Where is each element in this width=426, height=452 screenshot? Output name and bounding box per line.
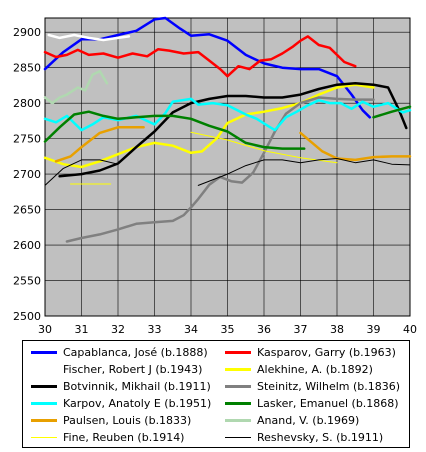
legend-item: Karpov, Anatoly E (b.1951) bbox=[31, 395, 211, 411]
legend-label: Steinitz, Wilhelm (b.1836) bbox=[257, 379, 401, 393]
x-tick-label: 32 bbox=[111, 323, 125, 336]
legend-label: Paulsen, Louis (b.1833) bbox=[63, 413, 192, 427]
y-tick-label: 2700 bbox=[13, 168, 41, 181]
legend-item: Reshevsky, S. (b.1911) bbox=[225, 429, 383, 445]
x-tick-label: 36 bbox=[257, 323, 271, 336]
legend-item: Kasparov, Garry (b.1963) bbox=[225, 344, 396, 360]
legend-item: Fischer, Robert J (b.1943) bbox=[31, 361, 202, 377]
y-tick-label: 2500 bbox=[13, 310, 41, 323]
y-tick-label: 2750 bbox=[13, 133, 41, 146]
y-axis-ticks: 2500 2550 2600 2650 2700 2750 2800 2850 2900 bbox=[13, 26, 41, 323]
series-line-karpov-anatoly-e-b-1951 bbox=[43, 97, 412, 132]
x-tick-label: 34 bbox=[184, 323, 198, 336]
legend-swatch bbox=[31, 401, 57, 405]
y-tick-label: 2600 bbox=[13, 239, 41, 252]
y-tick-label: 2900 bbox=[13, 26, 41, 39]
legend-label: Kasparov, Garry (b.1963) bbox=[257, 345, 396, 359]
series-line-lasker-emanuel-b-1868 bbox=[372, 105, 412, 119]
legend-item: Steinitz, Wilhelm (b.1836) bbox=[225, 378, 400, 394]
legend-swatch bbox=[31, 418, 57, 422]
legend-item: Anand, V. (b.1969) bbox=[225, 412, 359, 428]
legend-swatch bbox=[31, 367, 57, 371]
legend-label: Fine, Reuben (b.1914) bbox=[63, 430, 185, 444]
x-tick-label: 31 bbox=[75, 323, 89, 336]
legend-label: Fischer, Robert J (b.1943) bbox=[63, 362, 203, 376]
x-tick-label: 35 bbox=[221, 323, 235, 336]
legend-item: Lasker, Emanuel (b.1868) bbox=[225, 395, 399, 411]
legend-swatch bbox=[225, 384, 251, 388]
legend-label: Lasker, Emanuel (b.1868) bbox=[257, 396, 399, 410]
series-line-lasker-emanuel-b-1868 bbox=[43, 110, 306, 150]
series-line-reshevsky-s-b-1911 bbox=[44, 159, 119, 186]
legend-item: Paulsen, Louis (b.1833) bbox=[31, 412, 191, 428]
series-line-botvinnik-mikhail-b-1911 bbox=[58, 82, 408, 178]
series-line-kasparov-garry-b-1963 bbox=[43, 35, 357, 78]
series-line-paulsen-louis-b-1833 bbox=[54, 126, 145, 163]
x-axis-ticks: 30 31 32 33 34 35 36 37 38 39 40 bbox=[38, 323, 417, 336]
legend-swatch bbox=[31, 436, 57, 438]
x-tick-label: 30 bbox=[38, 323, 52, 336]
legend-swatch bbox=[225, 418, 251, 422]
x-tick-label: 33 bbox=[148, 323, 162, 336]
series-line-fine-reuben-b-1914 bbox=[190, 131, 338, 164]
x-tick-label: 37 bbox=[294, 323, 308, 336]
y-tick-label: 2550 bbox=[13, 275, 41, 288]
series-line-capablanca-jos-b-1888 bbox=[43, 16, 372, 119]
series-line-reshevsky-s-b-1911 bbox=[197, 158, 411, 186]
legend-label: Botvinnik, Mikhail (b.1911) bbox=[63, 379, 211, 393]
x-tick-label: 40 bbox=[403, 323, 417, 336]
legend-item: Alekhine, A. (b.1892) bbox=[225, 361, 373, 377]
y-tick-label: 2850 bbox=[13, 62, 41, 75]
series-layer bbox=[43, 16, 412, 243]
legend-label: Reshevsky, S. (b.1911) bbox=[257, 430, 384, 444]
legend-swatch bbox=[225, 367, 251, 371]
series-line-fischer-robert-j-b-1943 bbox=[47, 33, 131, 42]
x-tick-label: 38 bbox=[330, 323, 344, 336]
series-line-anand-v-b-1969 bbox=[43, 69, 109, 105]
legend-swatch bbox=[225, 436, 251, 438]
legend-label: Anand, V. (b.1969) bbox=[257, 413, 360, 427]
y-tick-label: 2800 bbox=[13, 97, 41, 110]
legend-swatch bbox=[225, 350, 251, 354]
x-tick-label: 39 bbox=[367, 323, 381, 336]
legend-item: Capablanca, José (b.1888) bbox=[31, 344, 208, 360]
chart-legend: Capablanca, José (b.1888) Kasparov, Garry… bbox=[22, 340, 410, 448]
legend-label: Karpov, Anatoly E (b.1951) bbox=[63, 396, 212, 410]
series-line-paulsen-louis-b-1833 bbox=[299, 131, 412, 162]
legend-label: Alekhine, A. (b.1892) bbox=[257, 362, 373, 376]
legend-swatch bbox=[31, 350, 57, 354]
legend-swatch bbox=[31, 384, 57, 388]
legend-item: Botvinnik, Mikhail (b.1911) bbox=[31, 378, 211, 394]
y-tick-label: 2650 bbox=[13, 204, 41, 217]
legend-label: Capablanca, José (b.1888) bbox=[63, 345, 208, 359]
legend-item: Fine, Reuben (b.1914) bbox=[31, 429, 184, 445]
legend-swatch bbox=[225, 401, 251, 405]
